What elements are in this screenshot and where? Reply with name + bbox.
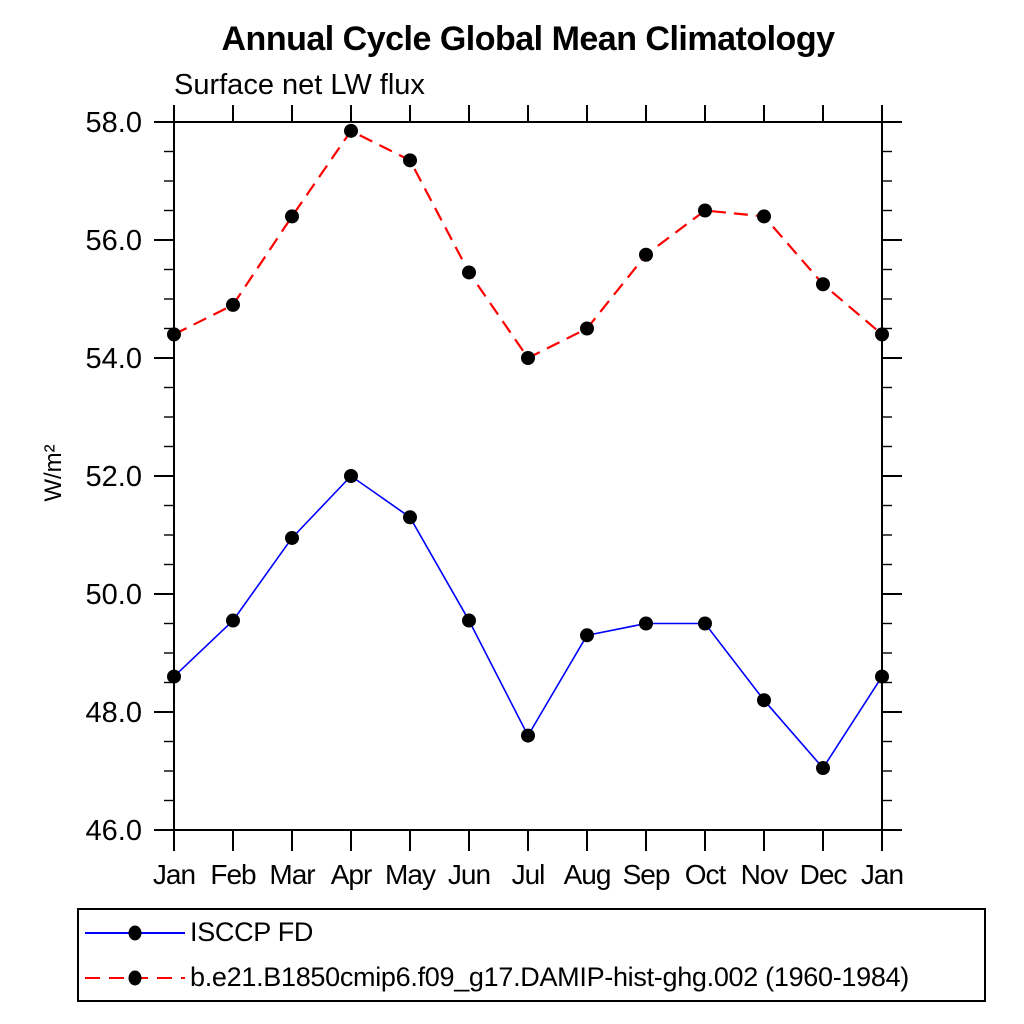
legend-item-model-run: b.e21.B1850cmip6.f09_g17.DAMIP-hist-ghg.…: [79, 955, 984, 1000]
legend-item-isccp-fd: ISCCP FD: [79, 910, 984, 955]
data-point-marker: [875, 327, 889, 342]
data-point-marker: [639, 247, 653, 262]
y-tick-label: 46.0: [86, 815, 142, 847]
data-point-marker: [344, 469, 358, 483]
legend-label: ISCCP FD: [190, 917, 314, 947]
data-point-marker: [698, 616, 712, 631]
data-point-marker: [285, 530, 299, 545]
legend-label: b.e21.B1850cmip6.f09_g17.DAMIP-hist-ghg.…: [190, 962, 909, 992]
y-tick-label: 50.0: [86, 579, 142, 611]
chart-title: Annual Cycle Global Mean Climatology: [221, 20, 836, 58]
plot-frame: [173, 121, 883, 831]
data-point-marker: [462, 613, 476, 628]
y-tick-label: 58.0: [86, 107, 142, 139]
y-tick-label: 54.0: [86, 343, 142, 375]
x-axis-ticks: [173, 105, 883, 851]
x-tick-label: Feb: [210, 859, 256, 890]
data-point-marker: [167, 327, 181, 342]
legend-line-marker-swatch: [85, 970, 185, 985]
data-point-marker: [462, 265, 476, 280]
y-tick-label: 48.0: [86, 697, 142, 729]
series-line-0: [173, 474, 883, 770]
y-tick-label: 56.0: [86, 225, 142, 257]
series-0: [167, 469, 889, 776]
series-line-1: [173, 129, 883, 360]
data-point-marker: [521, 728, 535, 743]
x-tick-label: Jul: [512, 859, 545, 890]
data-point-marker: [521, 351, 535, 365]
data-point-marker: [403, 510, 417, 525]
x-tick-label: Jan: [861, 859, 903, 890]
data-point-marker: [403, 153, 417, 168]
data-point-marker: [816, 277, 830, 292]
x-tick-label: Dec: [800, 859, 848, 890]
y-tick-label: 52.0: [86, 461, 142, 493]
data-point-marker: [580, 321, 594, 336]
chart-subtitle: Surface net LW flux: [174, 69, 425, 101]
legend: ISCCP FD b.e21.B1850cmip6.f09_g17.DAMIP-…: [77, 908, 986, 1002]
x-tick-label: Mar: [269, 859, 315, 890]
data-point-marker: [757, 693, 771, 708]
x-tick-label: May: [385, 859, 436, 890]
x-tick-label: Oct: [685, 859, 727, 890]
series-1: [167, 123, 889, 365]
x-tick-label: Jun: [448, 859, 490, 890]
data-point-marker: [698, 203, 712, 218]
data-point-marker: [580, 628, 594, 643]
data-point-marker: [226, 297, 240, 312]
x-tick-label: Jan: [153, 859, 195, 890]
data-point-marker: [226, 613, 240, 628]
x-tick-label: Apr: [331, 859, 372, 890]
data-point-marker: [344, 123, 358, 138]
x-tick-label: Sep: [623, 859, 670, 890]
legend-marker-icon: [128, 925, 142, 940]
y-axis-ticks: [154, 121, 902, 831]
data-point-marker: [285, 209, 299, 224]
legend-marker-icon: [128, 970, 142, 985]
data-point-marker: [639, 616, 653, 631]
data-point-marker: [875, 669, 889, 684]
data-point-marker: [167, 669, 181, 684]
legend-line-marker-swatch: [85, 925, 185, 940]
data-point-marker: [757, 209, 771, 224]
x-tick-label: Nov: [741, 859, 789, 890]
x-tick-label: Aug: [564, 859, 611, 890]
data-point-marker: [816, 761, 830, 776]
